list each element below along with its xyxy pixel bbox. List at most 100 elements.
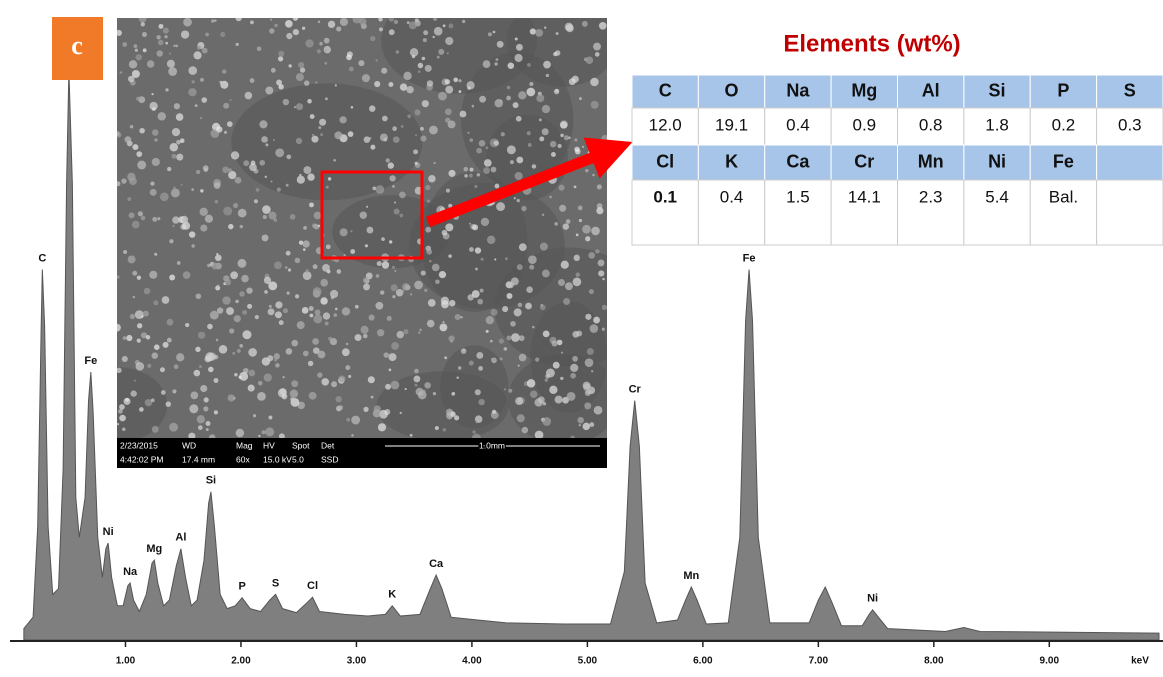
sem-grain <box>381 237 385 241</box>
table-header: Ca <box>786 151 810 171</box>
sem-grain <box>344 254 346 256</box>
sem-grain <box>514 54 522 62</box>
sem-grain <box>236 15 242 21</box>
sem-grain <box>532 164 537 169</box>
sem-grain <box>413 149 418 154</box>
sem-grain <box>324 38 330 44</box>
x-tick-label: 8.00 <box>924 656 944 667</box>
sem-grain <box>529 82 533 86</box>
sem-grain <box>197 46 201 50</box>
sem-grain <box>323 312 330 319</box>
table-cell <box>1097 145 1163 180</box>
sem-grain <box>572 356 578 362</box>
table-value: 0.1 <box>653 187 677 206</box>
sem-grain <box>336 26 341 31</box>
sem-grain <box>119 404 125 410</box>
sem-grain <box>560 377 563 380</box>
peak-label: C <box>38 252 46 264</box>
sem-grain <box>514 308 522 316</box>
sem-grain <box>136 362 145 371</box>
sem-grain <box>251 160 256 165</box>
table-header: Mn <box>918 151 944 171</box>
sem-grain <box>157 217 160 220</box>
sem-grain <box>339 375 346 382</box>
sem-grain <box>576 272 580 276</box>
sem-grain <box>275 301 282 308</box>
sem-grain <box>573 278 582 287</box>
sem-grain <box>313 315 322 324</box>
sem-grain <box>151 398 155 402</box>
sem-grain <box>522 427 529 434</box>
peak-label: Fe <box>84 355 97 367</box>
sem-grain <box>274 261 282 269</box>
sem-grain <box>141 22 145 26</box>
sem-grain <box>262 234 269 241</box>
sem-grain <box>152 129 159 136</box>
sem-grain <box>326 186 329 189</box>
sem-grain <box>216 253 218 255</box>
sem-grain <box>585 314 591 320</box>
sem-grain <box>288 268 291 271</box>
sem-grain <box>132 271 137 276</box>
sem-grain <box>507 145 516 154</box>
sem-grain <box>167 60 175 68</box>
sem-grain <box>475 247 481 253</box>
sem-grain <box>129 60 137 68</box>
sem-grain <box>487 236 495 244</box>
sem-grain <box>345 365 350 370</box>
sem-grain <box>225 279 231 285</box>
sem-grain <box>113 324 121 332</box>
sem-grain <box>143 48 147 52</box>
sem-grain <box>376 59 378 61</box>
sem-grain <box>575 149 581 155</box>
sem-grain <box>196 170 200 174</box>
table-value: 2.3 <box>919 187 943 206</box>
sem-grain <box>130 314 135 319</box>
sem-grain <box>429 260 431 262</box>
sem-grain <box>326 244 331 249</box>
sem-grain <box>214 182 221 189</box>
sem-grain <box>602 328 605 331</box>
sem-grain <box>535 358 539 362</box>
sem-grain <box>328 21 335 28</box>
sem-grain <box>549 196 552 199</box>
sem-grain <box>448 254 452 258</box>
sem-grain <box>515 397 523 405</box>
sem-grain <box>298 62 304 68</box>
sem-grain <box>169 275 175 281</box>
sem-grain <box>549 386 557 394</box>
sem-grain <box>215 254 222 261</box>
sem-grain <box>346 343 348 345</box>
sem-grain <box>574 138 577 141</box>
sem-grain <box>144 288 151 295</box>
sem-grain <box>560 121 568 129</box>
sem-grain <box>530 28 536 34</box>
sem-grain <box>325 97 328 100</box>
sem-grain <box>448 121 456 129</box>
sem-grain <box>412 55 416 59</box>
sem-grain <box>372 187 376 191</box>
sem-grain <box>479 140 486 147</box>
sem-grain <box>377 261 382 266</box>
sem-grain <box>507 86 510 89</box>
sem-grain <box>181 30 189 38</box>
sem-grain <box>350 230 352 232</box>
sem-grain <box>464 174 468 178</box>
sem-grain <box>392 126 397 131</box>
sem-grain <box>256 188 260 192</box>
sem-grain <box>477 299 483 305</box>
sem-grain <box>337 269 341 273</box>
sem-grain <box>378 17 382 21</box>
peak-label: Ca <box>429 558 444 570</box>
sem-grain <box>191 188 194 191</box>
sem-grain <box>502 306 508 312</box>
sem-grain <box>597 184 602 189</box>
sem-dark-region <box>494 248 644 367</box>
sem-grain <box>477 173 480 176</box>
sem-grain <box>515 172 523 180</box>
sem-grain <box>445 79 450 84</box>
sem-grain <box>442 230 448 236</box>
sem-grain <box>190 391 198 399</box>
sem-grain <box>247 304 252 309</box>
sem-grain <box>181 184 183 186</box>
